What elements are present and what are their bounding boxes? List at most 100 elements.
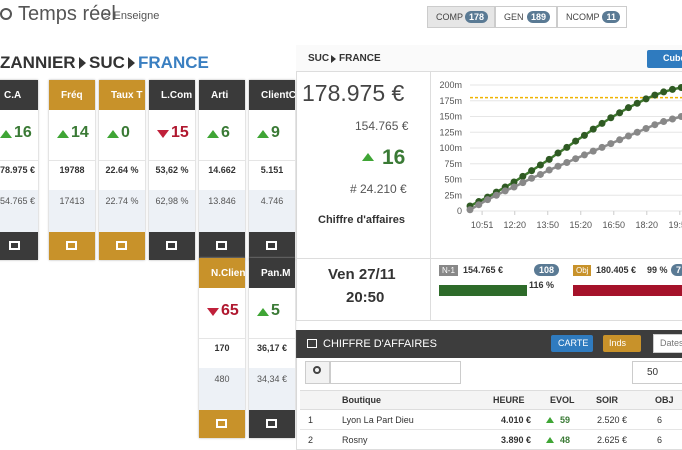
point [563, 143, 571, 151]
card-value: 14.662 [199, 160, 245, 190]
x-tick-label: 15:20 [570, 220, 593, 230]
trend-arrow [207, 130, 219, 138]
inds-button[interactable]: Inds [603, 335, 641, 352]
trend-arrow [362, 153, 374, 161]
kpi-card[interactable]: Fréq 14 19788 17413 [49, 80, 95, 260]
column-header: EVOL [550, 395, 575, 405]
chart-icon [266, 419, 277, 428]
card-value: 22.64 % [99, 160, 145, 190]
column-header: OBJ [655, 395, 674, 405]
page-size-select[interactable]: 50 [632, 361, 682, 384]
card-header: Fréq [49, 80, 95, 110]
card-label: N.Client [211, 268, 245, 279]
point [492, 191, 500, 199]
point [528, 174, 536, 182]
filter-button[interactable]: COMP 178 [427, 6, 495, 28]
kpi-card[interactable]: Arti 6 14.662 13.846 [199, 80, 245, 260]
point [545, 166, 553, 174]
row-line [300, 429, 682, 430]
trend-arrow [157, 130, 169, 138]
map-button[interactable]: CARTE [551, 335, 593, 352]
card-value: 53,62 % [149, 160, 195, 190]
card-footer [149, 232, 195, 260]
chart-icon [266, 241, 277, 250]
point [510, 183, 518, 191]
card-label: C.A [4, 90, 22, 101]
kpi-card[interactable]: Taux T 0 22.64 % 22.74 % [99, 80, 145, 260]
card-header: Pan.M [249, 258, 295, 288]
table-cell: 2.520 € [597, 415, 628, 425]
point [519, 172, 527, 180]
kpi-card[interactable]: Pan.M 5 36,17 €34,34 € [249, 258, 295, 438]
obj-percent: 99 % [647, 265, 668, 275]
panel-delta: 16 [382, 146, 406, 169]
cube-label: Cube [663, 53, 682, 63]
point [633, 99, 641, 107]
card-delta: 65 [221, 302, 239, 319]
chart-icon [166, 241, 177, 250]
clock-icon [0, 8, 12, 20]
n1-badge: 108 [534, 264, 560, 276]
point [563, 158, 571, 166]
trend-arrow [207, 308, 219, 316]
series-line [469, 86, 682, 208]
y-tick-label: 75m [444, 159, 462, 169]
point [651, 121, 659, 129]
dates-input[interactable]: Dates [653, 334, 682, 353]
column-header: HEURE [493, 395, 525, 405]
point [501, 187, 509, 195]
point [475, 201, 483, 209]
panel-path: SUC [308, 53, 330, 64]
cube-button[interactable]: Cube [647, 50, 682, 68]
table-cell: 6 [657, 435, 663, 445]
point [589, 147, 597, 155]
panel-date: Ven 27/11 [328, 266, 396, 283]
card-label: Pan.M [261, 268, 291, 279]
trend-arrow [57, 130, 69, 138]
breadcrumb-item: ZANNIER [0, 53, 76, 72]
kpi-card[interactable]: L.Com 15 53,62 % 62,98 % [149, 80, 195, 260]
trend-arrow [546, 437, 554, 443]
point [580, 151, 588, 159]
point [510, 178, 518, 186]
card-label: ClientC [261, 90, 295, 101]
obj-value: 180.405 € [596, 265, 637, 275]
point [633, 128, 641, 136]
table-cell: 4.010 € [501, 415, 532, 425]
point [466, 206, 474, 214]
card-footer [49, 232, 95, 260]
chart-icon [9, 241, 20, 250]
table-cell: 59 [560, 415, 571, 425]
grid-icon [307, 339, 317, 348]
table-cell: 1 [308, 415, 314, 425]
card-label: Fréq [61, 90, 83, 101]
card-delta: 5 [271, 302, 280, 319]
point [677, 84, 682, 92]
filter-button[interactable]: NCOMP 11 [557, 6, 627, 28]
card-previous: 34,34 € [249, 368, 295, 410]
card-delta: 16 [14, 124, 32, 141]
kpi-card[interactable]: C.A 16 178.975 €154.765 € [0, 80, 38, 260]
table-cell: Rosny [342, 435, 368, 445]
card-value: 5.151 [249, 160, 295, 190]
point [624, 132, 632, 140]
breadcrumb-separator [128, 57, 135, 69]
n1-value: 154.765 € [463, 265, 504, 275]
kpi-card[interactable]: ClientC 9 5.151 4.746 [249, 80, 295, 260]
point [651, 91, 659, 99]
card-previous: 17413 [49, 190, 95, 232]
point [668, 115, 676, 123]
column-header: Boutique [342, 395, 381, 405]
card-delta: 6 [221, 124, 230, 141]
point [616, 109, 624, 117]
filter-button[interactable]: GEN 189 [495, 6, 557, 28]
point [642, 95, 650, 103]
y-tick-label: 0 [457, 206, 462, 216]
point [677, 113, 682, 120]
x-tick-label: 12:20 [503, 220, 526, 230]
card-previous: 22.74 % [99, 190, 145, 232]
chart-icon [116, 241, 127, 250]
trend-arrow [257, 130, 269, 138]
search-input[interactable] [330, 361, 461, 384]
